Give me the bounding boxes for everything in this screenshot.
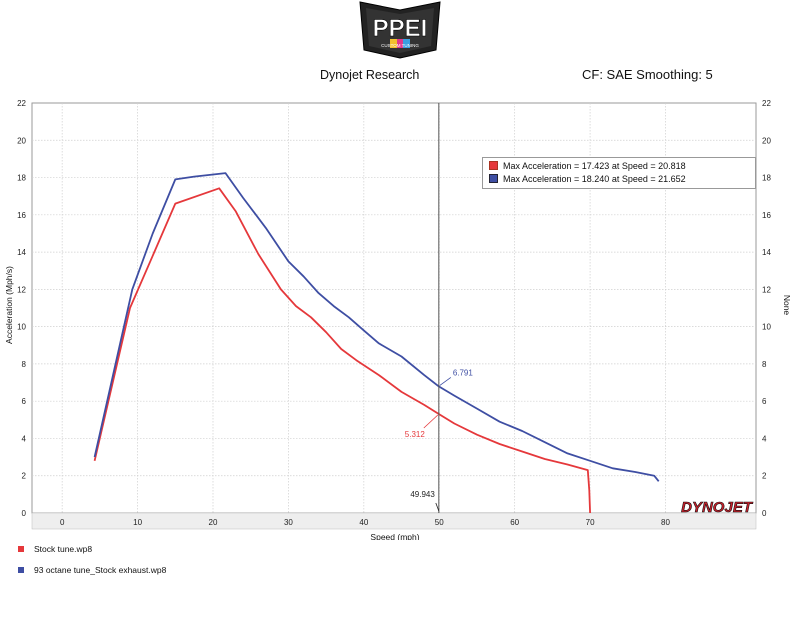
y-tick-label-right: 14	[762, 248, 771, 257]
y-tick-label: 10	[17, 323, 26, 332]
max-acceleration-annotations: Max Acceleration = 17.423 at Speed = 20.…	[482, 157, 756, 189]
x-tick-label: 30	[284, 518, 293, 527]
series-lines	[93, 172, 660, 514]
y-tick-label: 0	[22, 509, 27, 518]
y-tick-label-right: 16	[762, 211, 771, 220]
y-tick-label: 4	[22, 434, 27, 443]
y-tick-label-right: 12	[762, 285, 771, 294]
y-tick-label-right: 22	[762, 99, 771, 108]
annotation-stock-text: Max Acceleration = 17.423 at Speed = 20.…	[503, 161, 686, 171]
y-axis-right: 0 2 4 6 8 10 12 14 16 18 20 22	[762, 99, 771, 518]
x-tick-label: 70	[586, 518, 595, 527]
legend-label: Stock tune.wp8	[34, 544, 93, 554]
y-tick-label-right: 6	[762, 397, 767, 406]
annotation-stock: Max Acceleration = 17.423 at Speed = 20.…	[489, 161, 686, 171]
legend-item-tune[interactable]: 93 octane tune_Stock exhaust.wp8	[18, 565, 166, 575]
chart-header-title: Dynojet Research	[320, 68, 420, 82]
cursor-markers: 49.943 5.312 6.791	[405, 103, 474, 513]
y-tick-label: 12	[17, 285, 26, 294]
y-tick-label: 6	[22, 397, 27, 406]
legend-label: 93 octane tune_Stock exhaust.wp8	[34, 565, 167, 575]
cursor-pointer-stock	[423, 414, 439, 429]
y-tick-label-right: 20	[762, 136, 771, 145]
series-line-tune	[93, 172, 660, 482]
cursor-x-label: 49.943	[410, 490, 435, 499]
annotation-tune: Max Acceleration = 18.240 at Speed = 21.…	[489, 174, 686, 184]
y-tick-label-right: 18	[762, 174, 771, 183]
y-axis-left: 0 2 4 6 8 10 12 14 16 18 20 22	[17, 99, 26, 518]
y-tick-label-right: 0	[762, 509, 767, 518]
y-tick-label: 20	[17, 136, 26, 145]
cursor-pointer-tune	[439, 377, 452, 386]
cursor-x-pointer	[435, 502, 440, 512]
series-line-stock	[93, 187, 591, 514]
y-tick-label-right: 2	[762, 472, 767, 481]
y-tick-label: 2	[22, 472, 27, 481]
blue-square-icon	[18, 566, 24, 573]
annotation-tune-text: Max Acceleration = 18.240 at Speed = 21.…	[503, 174, 686, 184]
red-square-icon	[18, 545, 24, 552]
red-square-icon	[489, 161, 498, 171]
x-axis-label: Speed (mph)	[370, 532, 419, 540]
x-axis: 0 10 20 30 40 50 60 70 80	[31, 512, 757, 530]
x-tick-label: 50	[435, 518, 444, 527]
legend-item-stock[interactable]: Stock tune.wp8	[18, 544, 92, 554]
correction-factor-info: CF: SAE Smoothing: 5	[582, 67, 713, 82]
svg-text:CUSTOM TUNING: CUSTOM TUNING	[381, 43, 419, 48]
cursor-value-stock: 5.312	[405, 430, 426, 439]
dynojet-watermark: DYNOJET	[681, 499, 754, 516]
ppei-logo: PPEI CUSTOM TUNING	[359, 1, 441, 59]
x-tick-label: 10	[133, 518, 142, 527]
x-tick-label: 20	[209, 518, 218, 527]
x-tick-label: 0	[60, 518, 65, 527]
y-tick-label-right: 8	[762, 360, 767, 369]
svg-text:PPEI: PPEI	[373, 15, 428, 42]
x-axis-band	[31, 512, 757, 530]
x-tick-label: 80	[661, 518, 670, 527]
x-tick-label: 40	[359, 518, 368, 527]
y-tick-label: 22	[17, 99, 26, 108]
y-axis-label: Acceleration (Mph/s)	[4, 266, 14, 344]
cursor-value-tune: 6.791	[453, 368, 474, 377]
y-axis-right-label: None	[782, 295, 792, 316]
grid-lines	[32, 103, 756, 513]
y-tick-label: 14	[17, 248, 26, 257]
x-tick-label: 60	[510, 518, 519, 527]
y-tick-label: 8	[22, 360, 27, 369]
y-tick-label: 16	[17, 211, 26, 220]
y-tick-label: 18	[17, 174, 26, 183]
blue-square-icon	[489, 174, 498, 184]
y-tick-label-right: 10	[762, 323, 771, 332]
y-tick-label-right: 4	[762, 434, 767, 443]
